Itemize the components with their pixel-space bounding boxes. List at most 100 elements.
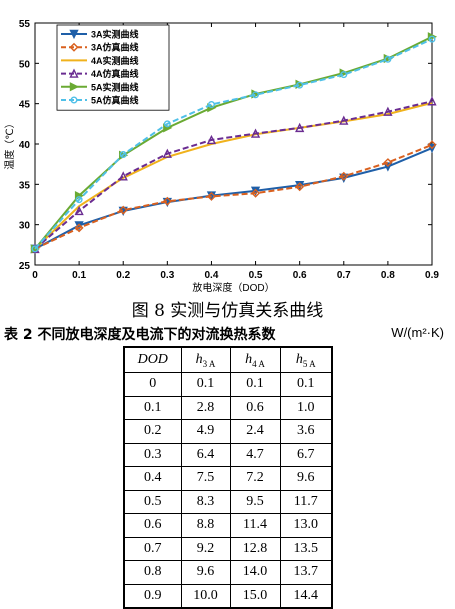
legend-entry: 4A仿真曲线 xyxy=(61,68,139,79)
x-tick-label: 0.7 xyxy=(337,270,351,281)
legend-label: 3A实测曲线 xyxy=(91,29,139,40)
x-tick-label: 0.1 xyxy=(72,270,86,281)
temperature-chart: 0 0.1 0.2 0.3 0.4 0.5 0.6 0.7 0.8 0.9 25 30 35 40 45 50… xyxy=(3,19,439,294)
data-point xyxy=(118,205,128,215)
x-tick-label: 0.9 xyxy=(425,270,439,281)
table-title: 表 2 不同放电深度及电流下的对流换热系数 xyxy=(4,327,276,343)
table-cell: 2.4 xyxy=(229,419,281,444)
series-line xyxy=(34,100,433,250)
data-point xyxy=(75,196,83,204)
series-line xyxy=(34,35,433,250)
table-cell: 11.4 xyxy=(229,513,281,538)
table-cell: 13.5 xyxy=(279,536,333,561)
data-point xyxy=(340,71,348,79)
table-cell: 6.4 xyxy=(180,442,231,467)
data-point xyxy=(74,205,84,216)
series-3 xyxy=(30,96,437,254)
table-row: 0.7 9.2 12.8 13.5 xyxy=(123,536,333,561)
table-row: 0.8 9.6 14.0 13.7 xyxy=(123,560,333,585)
x-tick-label: 0.6 xyxy=(293,270,307,281)
x-tick-label: 0.3 xyxy=(160,270,174,281)
table-cell: 0.1 xyxy=(123,395,182,420)
table-row: 0.3 6.4 4.7 6.7 xyxy=(123,442,333,467)
table-cell: 4.9 xyxy=(180,419,231,444)
legend-label: 5A仿真曲线 xyxy=(91,95,139,106)
header-h3a: h3 A xyxy=(180,346,231,373)
table-cell: 14.4 xyxy=(279,583,333,609)
table-cell: 3.6 xyxy=(279,419,333,444)
series-5 xyxy=(31,35,436,253)
data-point xyxy=(251,188,261,198)
table-header-row: DOD h3 A h4 A h5 A xyxy=(123,346,333,373)
figure-caption: 图 8 实测与仿真关系曲线 xyxy=(131,301,324,321)
legend-entry: 5A实测曲线 xyxy=(61,81,139,92)
table-cell: 0.1 xyxy=(180,372,231,397)
data-point xyxy=(295,122,305,133)
data-point xyxy=(206,191,216,201)
series-line xyxy=(34,38,433,250)
y-tick-label: 40 xyxy=(19,140,31,151)
table-cell: 0.3 xyxy=(123,442,182,467)
data-point xyxy=(119,150,127,158)
legend-label: 4A实测曲线 xyxy=(91,55,139,66)
table-cell: 0.2 xyxy=(123,419,182,444)
data-point xyxy=(31,245,39,253)
data-point xyxy=(162,196,172,206)
series-2 xyxy=(34,101,433,250)
x-tick-label: 0 xyxy=(32,270,38,281)
header-dod: DOD xyxy=(123,346,182,373)
table-row: 0.4 7.5 7.2 9.6 xyxy=(123,466,333,491)
convection-coefficient-table: DOD h3 A h4 A h5 A 0 0.1 0.1 0.1 0.1 2.8 0.6 1.… xyxy=(123,346,333,609)
data-point xyxy=(163,120,171,128)
series-line xyxy=(34,147,433,250)
data-point xyxy=(206,134,217,145)
table-cell: 7.5 xyxy=(180,466,231,491)
data-point xyxy=(250,128,261,138)
table-cell: 15.0 xyxy=(229,583,281,609)
data-point xyxy=(118,171,128,181)
legend-label: 4A仿真曲线 xyxy=(91,68,139,79)
x-tick-label: 0.2 xyxy=(116,270,130,281)
legend-label: 3A仿真曲线 xyxy=(91,42,139,53)
table-cell: 0.1 xyxy=(279,372,333,397)
data-point xyxy=(428,35,436,43)
table-cell: 12.8 xyxy=(229,536,281,561)
data-point xyxy=(339,171,349,181)
data-point xyxy=(383,158,393,168)
x-tick-label: 0.4 xyxy=(204,270,218,281)
table-cell: 9.5 xyxy=(229,489,281,514)
legend-entry: 4A实测曲线 xyxy=(61,55,139,66)
series-line xyxy=(34,143,433,250)
table-cell: 0.9 xyxy=(123,583,182,609)
table-cell: 9.6 xyxy=(279,466,333,491)
table-row: 0.5 8.3 9.5 11.7 xyxy=(123,489,333,514)
y-tick-label: 50 xyxy=(19,59,31,70)
table-cell: 13.0 xyxy=(279,513,333,538)
table-cell: 9.6 xyxy=(180,560,231,585)
table-row: 0.2 4.9 2.4 3.6 xyxy=(123,419,333,444)
data-point xyxy=(207,100,215,108)
table-cell: 1.0 xyxy=(279,395,333,420)
x-tick-label: 0.8 xyxy=(381,270,395,281)
data-point xyxy=(296,81,304,89)
table-cell: 4.7 xyxy=(229,442,281,467)
table-cell: 0.8 xyxy=(123,560,182,585)
y-tick-label: 55 xyxy=(19,19,31,30)
data-point xyxy=(162,148,172,158)
table-cell: 10.0 xyxy=(180,583,231,609)
data-point xyxy=(339,115,349,125)
series-line xyxy=(34,101,433,250)
table-cell: 6.7 xyxy=(279,442,333,467)
table-cell: 0.1 xyxy=(229,372,281,397)
data-point xyxy=(427,96,437,106)
table-cell: 2.8 xyxy=(180,395,231,420)
legend-marker xyxy=(69,29,79,40)
data-point xyxy=(252,91,260,99)
table-row: 0.6 8.8 11.4 13.0 xyxy=(123,513,333,538)
data-point xyxy=(384,55,392,63)
table-cell: 9.2 xyxy=(180,536,231,561)
chart-axes: 0 0.1 0.2 0.3 0.4 0.5 0.6 0.7 0.8 0.9 25 30 35 40 45 50… xyxy=(3,19,439,294)
legend-entry: 3A实测曲线 xyxy=(61,29,139,40)
table-cell: 8.3 xyxy=(180,489,231,514)
table-cell: 14.0 xyxy=(229,560,281,585)
